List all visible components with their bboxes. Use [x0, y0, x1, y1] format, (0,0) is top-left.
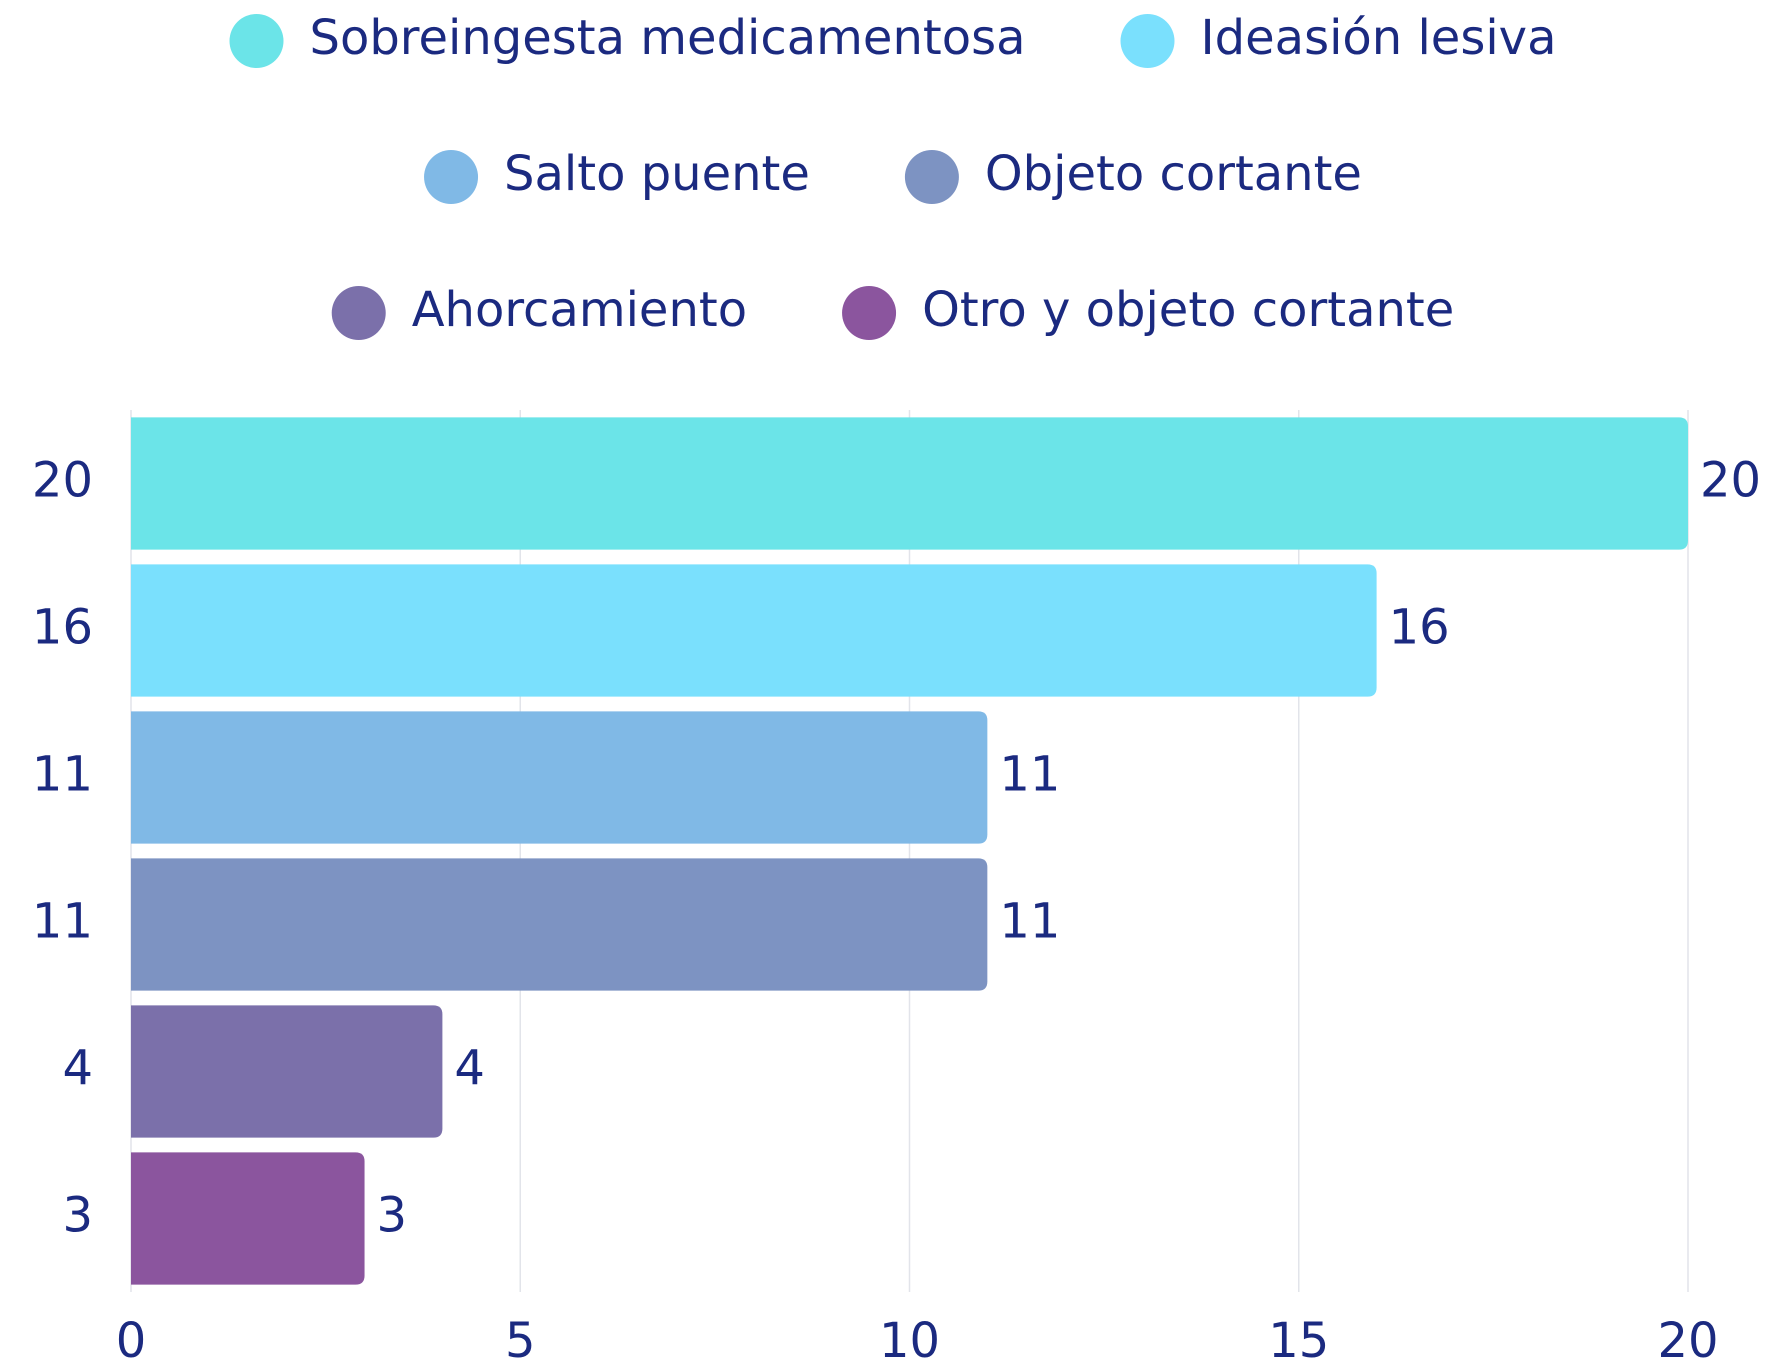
- bar: [131, 858, 988, 991]
- y-tick-label: 4: [62, 1041, 93, 1097]
- legend-row: Sobreingesta medicamentosa Ideasión lesiv…: [229, 10, 1557, 68]
- legend-label: Salto puente: [504, 146, 810, 202]
- y-tick-label: 11: [32, 894, 93, 950]
- bar: [131, 711, 988, 844]
- legend-swatch: [1120, 14, 1175, 68]
- y-tick-label: 20: [32, 453, 93, 509]
- data-label: 20: [1700, 453, 1761, 509]
- x-tick-label: 10: [879, 1313, 940, 1359]
- data-label: 4: [454, 1041, 485, 1097]
- x-tick-label: 5: [505, 1313, 536, 1359]
- legend-swatch: [331, 286, 386, 340]
- bar: [131, 1005, 443, 1138]
- bar: [131, 417, 1688, 550]
- y-tick-label: 3: [62, 1188, 93, 1244]
- bar: [131, 1152, 365, 1285]
- legend-label: Sobreingesta medicamentosa: [310, 10, 1026, 66]
- x-tick-label: 0: [116, 1313, 147, 1359]
- data-label: 11: [999, 894, 1060, 950]
- legend-row: Ahorcamiento Otro y objeto cortante: [331, 282, 1454, 340]
- bar: [131, 564, 1377, 697]
- legend-swatch: [904, 150, 959, 204]
- legend-label: Ideasión lesiva: [1201, 10, 1557, 66]
- legend-swatch: [229, 14, 284, 68]
- y-tick-label: 16: [32, 600, 93, 656]
- legend-label: Otro y objeto cortante: [922, 282, 1454, 338]
- y-tick-label: 11: [32, 747, 93, 803]
- data-label: 16: [1389, 600, 1450, 656]
- x-tick-label: 20: [1657, 1313, 1718, 1359]
- legend-row: Salto puente Objeto cortante: [424, 146, 1362, 204]
- data-label: 11: [999, 747, 1060, 803]
- legend-label: Ahorcamiento: [412, 282, 747, 338]
- legend-label: Objeto cortante: [985, 146, 1362, 202]
- data-label: 3: [377, 1188, 408, 1244]
- x-tick-label: 15: [1268, 1313, 1329, 1359]
- legend-swatch: [842, 286, 897, 340]
- legend-swatch: [424, 150, 479, 204]
